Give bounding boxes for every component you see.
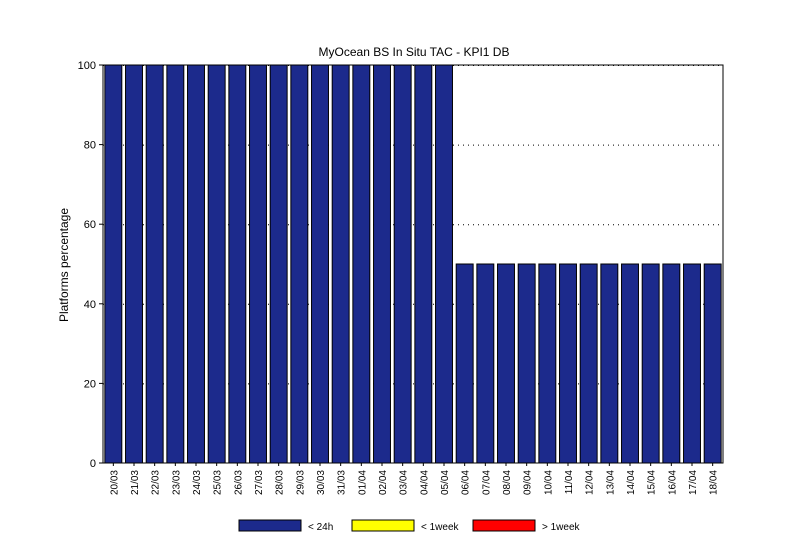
x-tick-label: 08/04 (502, 470, 513, 495)
x-tick-label: 29/03 (295, 470, 306, 495)
legend-swatch (351, 519, 415, 532)
plot-area-frame (102, 64, 724, 464)
bar (166, 64, 185, 464)
x-tick-label: 14/04 (626, 470, 637, 495)
x-tick-label: 18/04 (709, 470, 720, 495)
y-tick-label: 100 (78, 60, 96, 72)
x-tick-label: 09/04 (523, 470, 534, 495)
bar (145, 64, 164, 464)
bar (187, 64, 205, 464)
bar (538, 263, 557, 464)
x-tick-label: 24/03 (192, 470, 203, 495)
x-tick-label: 15/04 (647, 470, 658, 495)
x-tick-label: 31/03 (337, 470, 348, 495)
x-tick-label: 17/04 (688, 470, 699, 495)
bar (683, 263, 701, 464)
x-tick-label: 07/04 (481, 470, 492, 495)
bar (414, 64, 433, 464)
bar (517, 263, 536, 464)
bar (269, 64, 288, 464)
bar (125, 64, 143, 464)
y-axis-label: Platforms percentage (57, 208, 71, 322)
y-tick-label: 40 (84, 299, 96, 311)
x-tick-label: 01/04 (357, 470, 368, 495)
x-tick-label: 16/04 (667, 470, 678, 495)
bar (393, 64, 412, 464)
chart-title: MyOcean BS In Situ TAC - KPI1 DB (319, 45, 510, 59)
bar (104, 64, 123, 464)
x-tick-label: 04/04 (419, 470, 430, 495)
x-tick-label: 21/03 (130, 470, 141, 495)
x-tick-label: 20/03 (109, 470, 120, 495)
bar (579, 263, 598, 464)
bar (331, 64, 350, 464)
x-tick-label: 25/03 (213, 470, 224, 495)
legend: < 24h < 1week > 1week (238, 519, 581, 533)
axes: 0 20 40 60 80 100 20/03 21/03 22/03 23/03 24/03 25/… (78, 60, 720, 495)
bar (476, 263, 495, 464)
bar (228, 64, 247, 464)
x-tick-label: 28/03 (275, 470, 286, 495)
legend-label: < 24h (308, 522, 333, 533)
x-tick-label: 26/03 (233, 470, 244, 495)
bar (703, 263, 722, 464)
bar (311, 64, 329, 464)
y-tick-label: 0 (90, 458, 96, 470)
y-tick-label: 60 (84, 219, 96, 231)
bar (497, 263, 515, 464)
x-tick-label: 22/03 (151, 470, 162, 495)
legend-label: > 1week (542, 522, 581, 533)
bar (290, 64, 309, 464)
x-tick-label: 30/03 (316, 470, 327, 495)
legend-label: < 1week (421, 522, 460, 533)
x-tick-label: 10/04 (543, 470, 554, 495)
bar (207, 64, 226, 464)
bar (600, 263, 619, 464)
bar (455, 263, 474, 464)
bar (641, 263, 660, 464)
bar (559, 263, 577, 464)
bar (435, 64, 453, 464)
bars (104, 64, 722, 464)
x-tick-label: 23/03 (171, 470, 182, 495)
bar (621, 263, 639, 464)
x-tick-label: 13/04 (605, 470, 616, 495)
x-tick-label: 05/04 (440, 470, 451, 495)
x-tick-label: 27/03 (254, 470, 265, 495)
legend-swatch (238, 519, 302, 532)
x-tick-label: 12/04 (585, 470, 596, 495)
bar (662, 263, 681, 464)
bar (352, 64, 371, 464)
y-tick-label: 20 (84, 378, 96, 390)
x-tick-label: 03/04 (399, 470, 410, 495)
x-tick-label: 11/04 (564, 470, 575, 495)
bar (373, 64, 391, 464)
x-tick-label: 02/04 (378, 470, 389, 495)
bar (249, 64, 267, 464)
x-tick-label: 06/04 (461, 470, 472, 495)
legend-swatch (472, 519, 536, 532)
y-tick-label: 80 (84, 140, 96, 152)
